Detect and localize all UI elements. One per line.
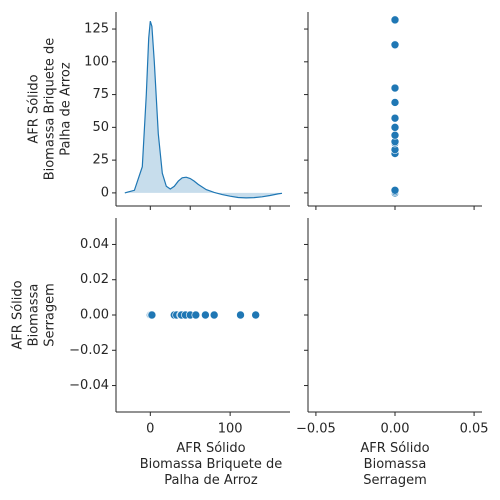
- kde-line: [124, 21, 283, 199]
- scatter-point: [201, 310, 210, 320]
- scatter-point: [390, 113, 400, 123]
- y-axis-title-rice-group: AFR SólidoBiomassa Briquete dePalha de A…: [27, 38, 74, 181]
- x-axis-title-saw-line: Biomassa: [364, 457, 427, 472]
- y-axis-title-saw: AFR SólidoBiomassaSerragem: [11, 280, 58, 349]
- x-axis-title-rice-line: AFR Sólido: [176, 441, 245, 456]
- bl-ytick-label: 0.02: [80, 272, 109, 287]
- scatter-point: [390, 130, 400, 140]
- panel-kde-rice: 0 25 50 75 100 125: [84, 12, 290, 210]
- y-axis-title-saw-line: Biomassa: [27, 284, 42, 347]
- scatter-point: [390, 83, 400, 93]
- scatter-point: [390, 123, 400, 132]
- bl-ytick-label: 0.04: [80, 237, 109, 252]
- x-axis-title-rice: AFR Sólido Biomassa Briquete de Palha de A…: [140, 441, 283, 488]
- panel-scatter-rice-vs-saw: 0.04 0.02 0.00 −0.02 −0.04 0 100: [69, 218, 290, 437]
- tl-ytick-label: 100: [84, 54, 109, 69]
- panel-scatter-saw-vs-rice: [304, 12, 482, 210]
- axis-titles: AFR Sólido Biomassa Briquete de Palha de A…: [11, 38, 430, 488]
- scatter-point: [147, 310, 157, 320]
- tl-ytick-label: 25: [92, 153, 109, 168]
- x-axis-title-rice-line: Palha de Arroz: [164, 473, 258, 488]
- x-axis-title-rice-line: Biomassa Briquete de: [140, 457, 283, 472]
- scatter-point: [390, 185, 400, 195]
- y-axis-title-rice-line: Biomassa Briquete de: [43, 38, 58, 181]
- br-xtick-label: −0.05: [296, 422, 336, 437]
- y-axis-title-rice-line: AFR Sólido: [27, 74, 42, 143]
- scatter-point: [390, 40, 400, 50]
- y-axis-title-saw-group: AFR SólidoBiomassaSerragem: [11, 280, 58, 349]
- bl-ytick-label: −0.02: [69, 343, 109, 358]
- br-xtick-label: 0.05: [460, 422, 489, 437]
- bl-ytick-label: 0.00: [80, 308, 109, 323]
- scatter-point: [209, 310, 219, 320]
- kde-area: [124, 21, 282, 198]
- bl-xtick-label: 0: [146, 422, 154, 437]
- bl-xtick-label: 100: [218, 422, 243, 437]
- tl-ytick-label: 0: [101, 185, 109, 200]
- bl-ytick-label: −0.04: [69, 378, 109, 393]
- tl-ytick-label: 75: [92, 87, 109, 102]
- y-axis-title-rice: AFR SólidoBiomassa Briquete dePalha de A…: [27, 38, 74, 181]
- x-axis-title-saw-line: AFR Sólido: [360, 441, 429, 456]
- panel-empty: −0.05 0.00 0.05: [296, 218, 489, 437]
- br-xtick-label: 0.00: [381, 422, 410, 437]
- y-axis-title-saw-line: AFR Sólido: [11, 280, 26, 349]
- scatter-point: [251, 310, 260, 320]
- scatter-point: [390, 15, 400, 25]
- scatter-point: [236, 310, 245, 320]
- scatter-point: [390, 98, 400, 107]
- scatter-point: [191, 310, 201, 320]
- tl-ytick-label: 50: [92, 120, 109, 135]
- x-axis-title-saw: AFR Sólido Biomassa Serragem: [360, 441, 429, 488]
- y-axis-title-rice-line: Palha de Arroz: [59, 62, 74, 156]
- y-axis-title-saw-line: Serragem: [43, 283, 58, 347]
- x-axis-title-saw-line: Serragem: [363, 473, 427, 488]
- tl-ytick-label: 125: [84, 22, 109, 37]
